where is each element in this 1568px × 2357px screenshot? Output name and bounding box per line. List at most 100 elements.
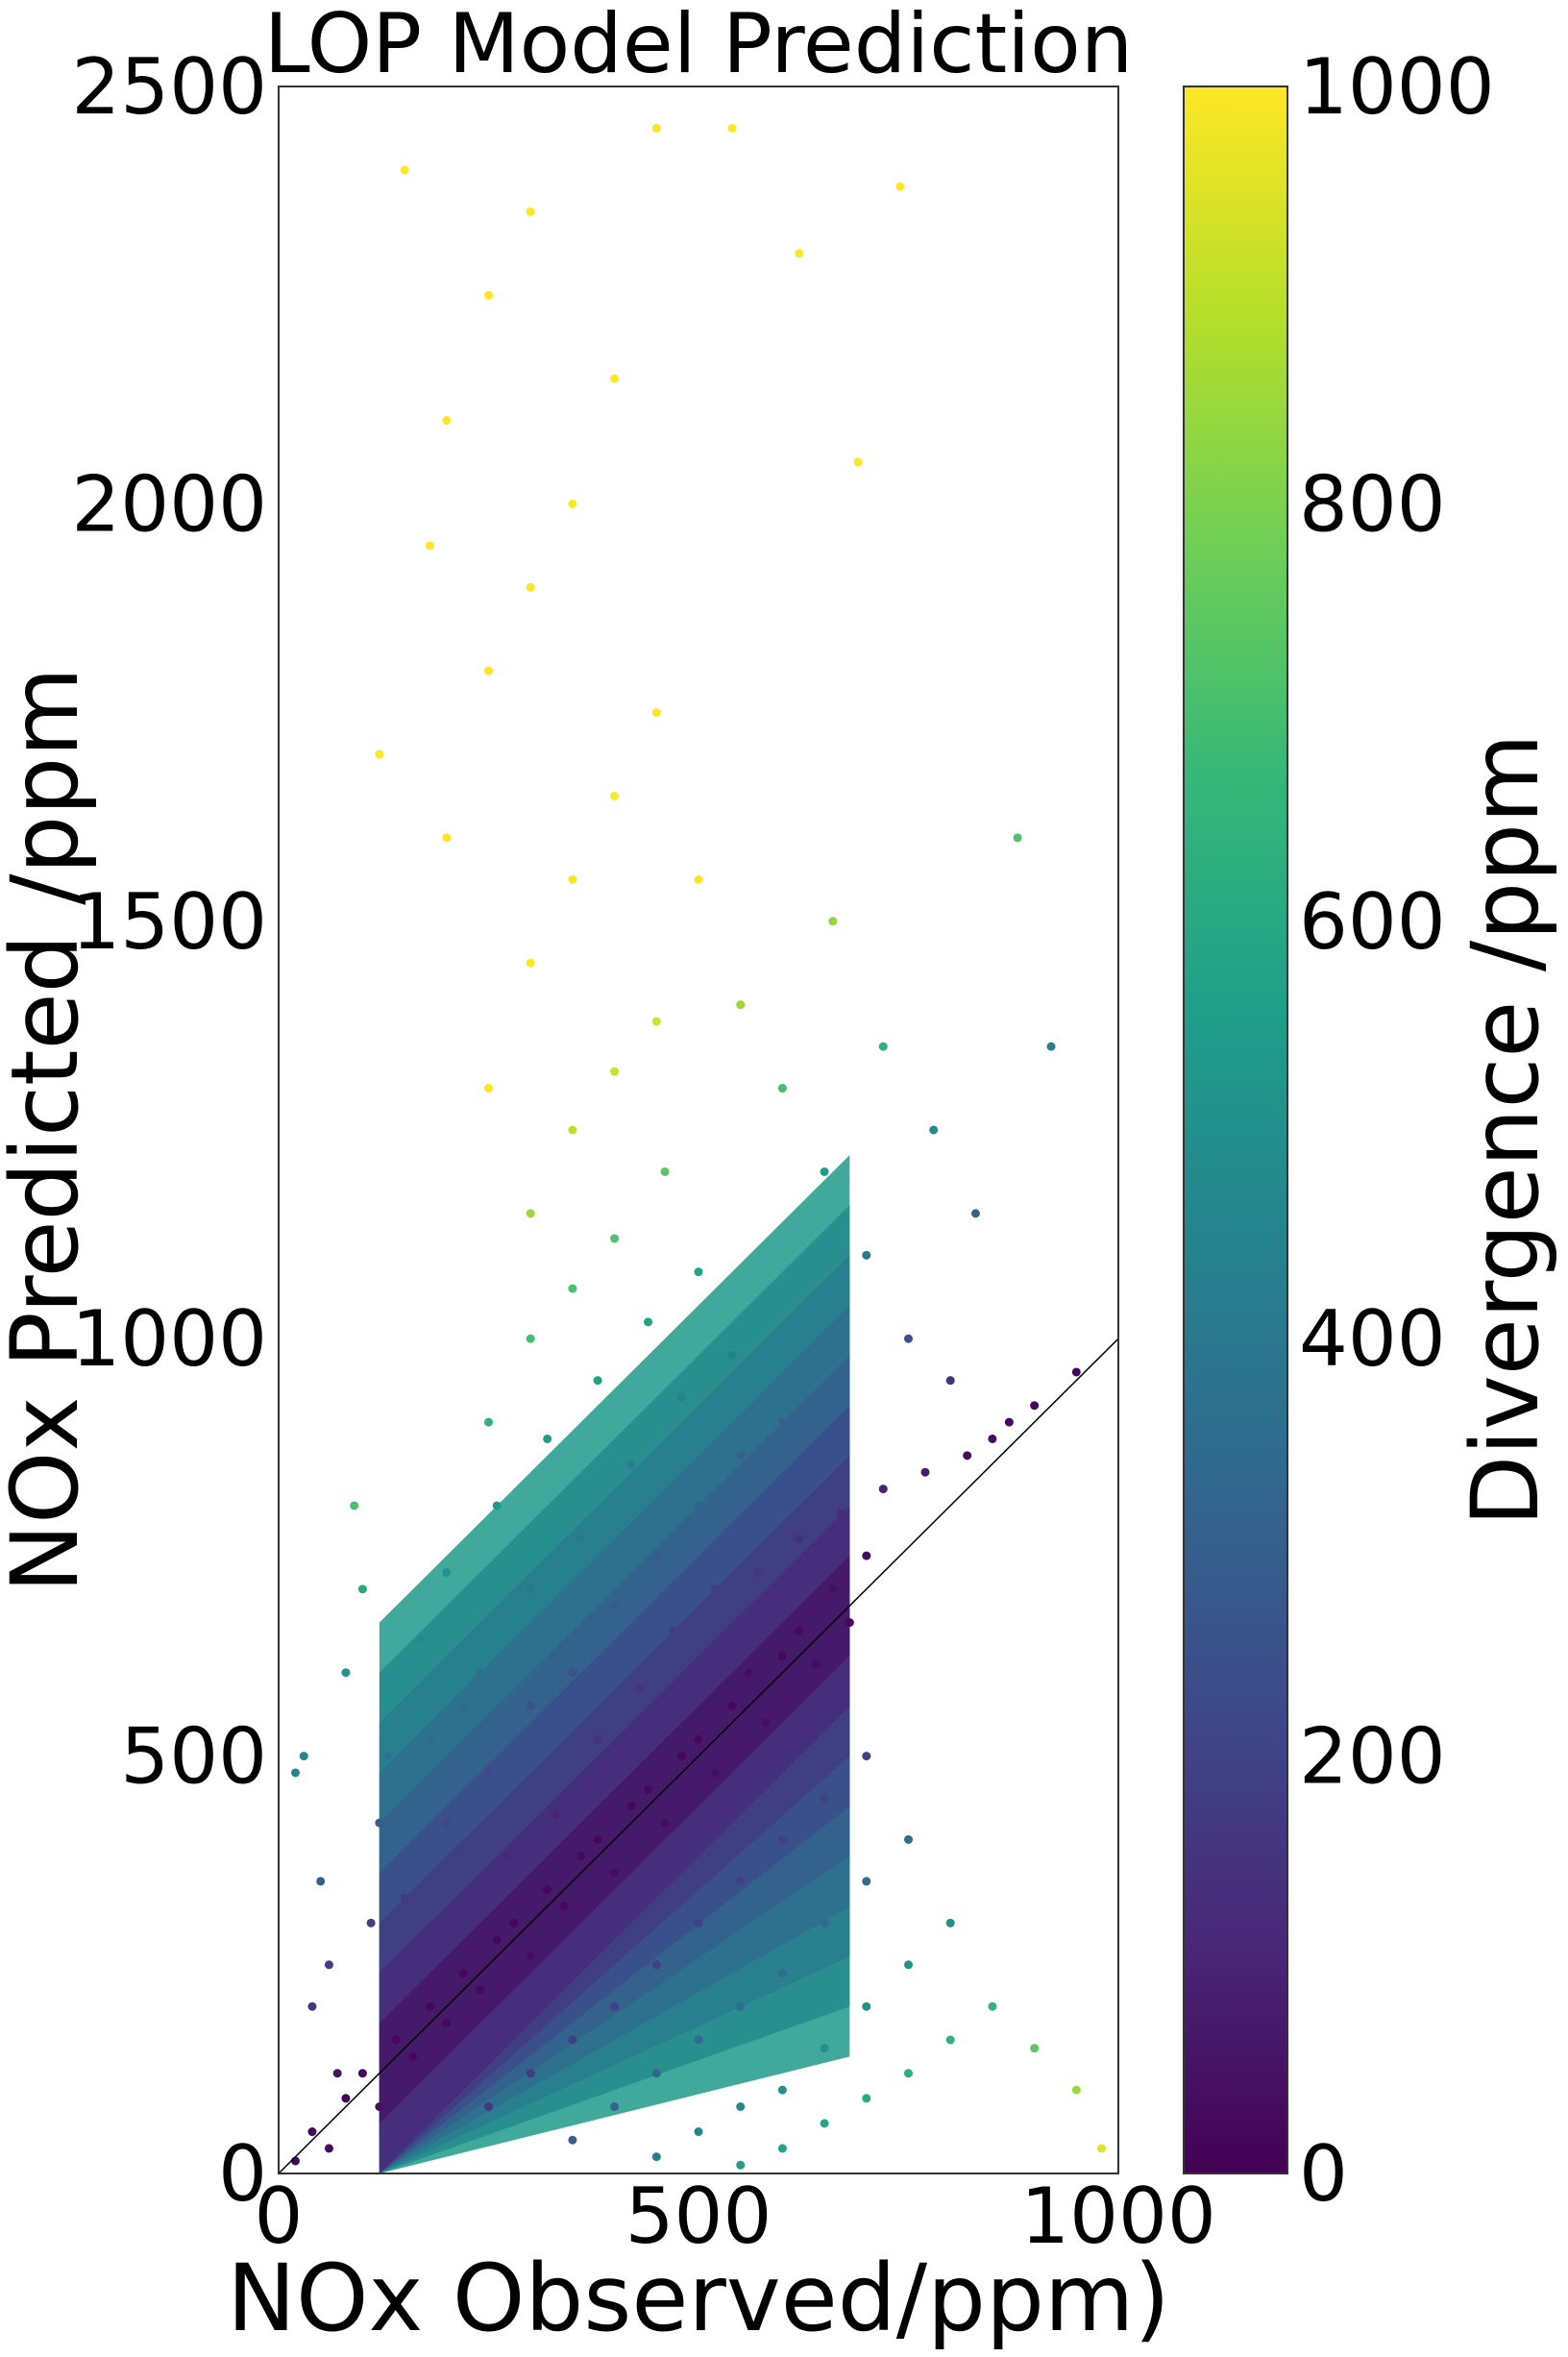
scatter-point xyxy=(669,1626,678,1635)
scatter-point xyxy=(610,1868,620,1878)
scatter-point xyxy=(425,2001,434,2011)
scatter-point xyxy=(568,874,577,884)
scatter-point xyxy=(442,2019,452,2028)
scatter-point xyxy=(484,290,493,300)
scatter-point xyxy=(593,1734,602,1744)
scatter-point xyxy=(777,1968,787,1977)
scatter-point xyxy=(375,2101,384,2111)
scatter-point xyxy=(845,1618,854,1628)
scatter-point xyxy=(1097,2144,1107,2153)
scatter-point xyxy=(375,1818,384,1828)
scatter-point xyxy=(904,1834,913,1844)
scatter-point xyxy=(526,1209,535,1218)
scatter-point xyxy=(820,1918,829,1927)
identity-line xyxy=(278,1338,1119,2174)
scatter-point xyxy=(576,1852,586,1861)
scatter-point xyxy=(576,1535,586,1544)
scatter-point xyxy=(458,1701,468,1710)
colorbar-label: Divergence /ppm xyxy=(1452,733,1559,1526)
plot-frame xyxy=(278,86,1119,2174)
y-axis-label: NOx Predicted /ppm xyxy=(0,667,99,1593)
scatter-point xyxy=(476,1668,485,1678)
scatter-point xyxy=(400,1893,409,1903)
scatter-point xyxy=(660,1818,670,1828)
scatter-point xyxy=(425,1734,434,1744)
scatter-point xyxy=(694,1501,703,1510)
scatter-point xyxy=(375,749,384,759)
scatter-point xyxy=(1071,2085,1081,2095)
scatter-point xyxy=(568,1125,577,1135)
scatter-point xyxy=(484,1768,493,1778)
scatter-point xyxy=(442,416,452,426)
scatter-point xyxy=(862,1877,871,1886)
colorbar-tick-label: 800 xyxy=(1299,459,1446,549)
scatter-point xyxy=(1030,2044,1040,2053)
scatter-point xyxy=(988,1434,997,1443)
colorbar-tick-label: 400 xyxy=(1299,1294,1446,1384)
scatter-point xyxy=(651,1960,661,1970)
scatter-points xyxy=(290,123,1107,2170)
scatter-point xyxy=(610,1067,620,1076)
scatter-point xyxy=(904,1334,913,1343)
scatter-point xyxy=(442,1818,452,1828)
scatter-point xyxy=(476,1985,485,1995)
scatter-point xyxy=(341,2094,351,2103)
scatter-point xyxy=(945,2035,955,2045)
scatter-point xyxy=(526,1701,535,1710)
scatter-point xyxy=(694,1734,703,1744)
scatter-point xyxy=(442,1567,452,1577)
scatter-point xyxy=(752,1567,762,1577)
scatter-point xyxy=(1013,833,1022,843)
colorbar-tick-label: 0 xyxy=(1299,2129,1348,2219)
scatter-point xyxy=(1030,1401,1040,1411)
scatter-point xyxy=(568,2035,577,2045)
scatter-point xyxy=(651,1551,661,1560)
scatter-point xyxy=(366,1918,376,1927)
scatter-point xyxy=(677,1392,687,1402)
scatter-point xyxy=(694,1267,703,1277)
scatter-point xyxy=(694,2127,703,2137)
y-tick-label: 500 xyxy=(120,1712,267,1802)
scatter-point xyxy=(970,1209,980,1218)
scatter-point xyxy=(316,1877,326,1886)
scatter-point xyxy=(862,1250,871,1260)
scatter-point xyxy=(710,1768,720,1778)
scatter-point xyxy=(795,249,804,258)
scatter-point xyxy=(777,1834,787,1844)
x-axis-ticks: 0 500 1000 xyxy=(255,2172,1216,2261)
scatter-point xyxy=(324,2144,333,2153)
scatter-point xyxy=(332,2069,342,2078)
scatter-point xyxy=(484,2101,493,2111)
scatter-point xyxy=(350,1501,359,1510)
scatter-point xyxy=(736,1877,746,1886)
scatter-point xyxy=(945,1376,955,1386)
scatter-point xyxy=(551,1809,560,1819)
scatter-point xyxy=(736,1451,746,1461)
colorbar-tick-label: 600 xyxy=(1299,877,1446,967)
divergence-band xyxy=(379,1606,850,2124)
scatter-point xyxy=(811,1659,821,1669)
scatter-point xyxy=(862,1551,871,1560)
scatter-point xyxy=(501,1852,510,1861)
scatter-point xyxy=(610,2001,620,2011)
scatter-point xyxy=(828,1584,838,1594)
scatter-point xyxy=(736,2001,746,2011)
scatter-point xyxy=(929,1125,939,1135)
scatter-point xyxy=(904,1960,913,1970)
y-tick-label: 0 xyxy=(218,2129,267,2219)
scatter-point xyxy=(610,374,620,383)
scatter-point xyxy=(417,1634,427,1644)
scatter-point xyxy=(820,1793,829,1803)
scatter-point xyxy=(626,1460,636,1469)
scatter-point xyxy=(878,1042,888,1051)
colorbar-frame xyxy=(1183,86,1288,2174)
scatter-point xyxy=(492,1935,502,1945)
y-tick-label: 1500 xyxy=(71,877,267,967)
scatter-point xyxy=(963,1451,972,1461)
scatter-point xyxy=(383,1752,393,1761)
scatter-point xyxy=(651,1017,661,1026)
scatter-point xyxy=(526,1584,535,1594)
scatter-point xyxy=(744,1668,753,1678)
scatter-point xyxy=(425,541,434,551)
